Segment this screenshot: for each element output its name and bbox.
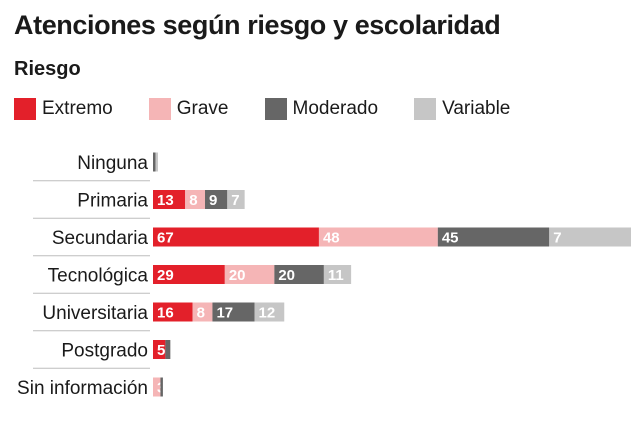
chart-title: Atenciones según riesgo y escolaridad <box>14 10 501 40</box>
bar-primaria-grave <box>185 190 206 209</box>
legend-swatch-grave <box>148 98 171 120</box>
value-label-secundaria-grave: 48 <box>323 230 340 247</box>
bar-postgrado-moderado <box>165 340 171 359</box>
legend-item-variable: Variable <box>414 98 510 120</box>
category-label-primaria: Primaria <box>77 191 148 212</box>
bar-tecnologica-moderado <box>274 265 324 284</box>
bar-sin-informacion-grave <box>153 377 161 397</box>
legend-heading: Riesgo <box>14 58 81 80</box>
value-label-primaria-extremo: 13 <box>157 192 174 209</box>
bar-tecnologica-grave <box>224 265 275 284</box>
bar-ninguna-moderado <box>153 152 156 172</box>
value-label-secundaria-moderado: 45 <box>442 230 459 247</box>
value-label-tecnologica-grave: 20 <box>229 267 246 284</box>
legend: Extremo Grave Moderado Variable <box>14 96 546 122</box>
bar-primaria-moderado <box>205 190 228 209</box>
bar-secundaria-extremo <box>153 227 319 247</box>
category-label-postgrado: Postgrado <box>61 341 148 362</box>
legend-item-extremo: Extremo <box>14 98 113 120</box>
legend-swatch-variable <box>414 98 437 120</box>
category-label-universitaria: Universitaria <box>42 303 148 324</box>
bar-universitaria-variable <box>254 302 285 322</box>
bar-primaria-extremo <box>153 190 186 209</box>
legend-item-grave: Grave <box>148 98 229 120</box>
bar-secundaria-variable <box>549 227 631 247</box>
legend-label-extremo: Extremo <box>42 98 113 119</box>
value-label-postgrado-extremo: 5 <box>157 342 165 359</box>
bar-universitaria-moderado <box>212 302 255 322</box>
category-label-ninguna: Ninguna <box>77 153 148 174</box>
bar-universitaria-grave <box>192 302 213 322</box>
value-label-secundaria-variable: 7 <box>553 230 561 247</box>
legend-label-variable: Variable <box>442 98 511 119</box>
bar-primaria-variable <box>227 190 245 209</box>
value-label-universitaria-grave: 8 <box>197 305 205 322</box>
value-label-tecnologica-variable: 11 <box>328 267 344 284</box>
bar-sin-informacion-moderado <box>160 377 163 397</box>
bar-ninguna-variable <box>155 152 158 172</box>
bar-universitaria-extremo <box>153 302 193 322</box>
bar-tecnologica-variable <box>323 265 352 284</box>
value-label-primaria-grave: 8 <box>189 192 197 209</box>
legend-swatch-extremo <box>14 98 36 120</box>
legend-item-moderado: Moderado <box>264 98 379 120</box>
legend-label-moderado: Moderado <box>292 98 379 119</box>
bar-secundaria-grave <box>318 227 438 247</box>
category-label-sin-informacion: Sin información <box>17 378 148 399</box>
value-label-primaria-moderado: 9 <box>209 192 217 209</box>
category-label-tecnologica: Tecnológica <box>48 266 149 287</box>
bar-postgrado-extremo <box>153 340 166 359</box>
value-label-universitaria-extremo: 16 <box>157 305 174 322</box>
category-label-secundaria: Secundaria <box>52 228 149 249</box>
bar-secundaria-moderado <box>437 227 550 247</box>
value-label-universitaria-moderado: 17 <box>216 305 233 322</box>
legend-label-grave: Grave <box>176 98 229 119</box>
legend-swatch-moderado <box>264 98 287 120</box>
value-label-tecnologica-moderado: 20 <box>278 267 295 284</box>
value-label-secundaria-extremo: 67 <box>157 230 174 247</box>
bar-tecnologica-extremo <box>153 265 225 284</box>
value-label-primaria-variable: 7 <box>231 192 239 209</box>
value-label-tecnologica-extremo: 29 <box>157 267 174 284</box>
value-label-universitaria-variable: 12 <box>259 305 276 322</box>
